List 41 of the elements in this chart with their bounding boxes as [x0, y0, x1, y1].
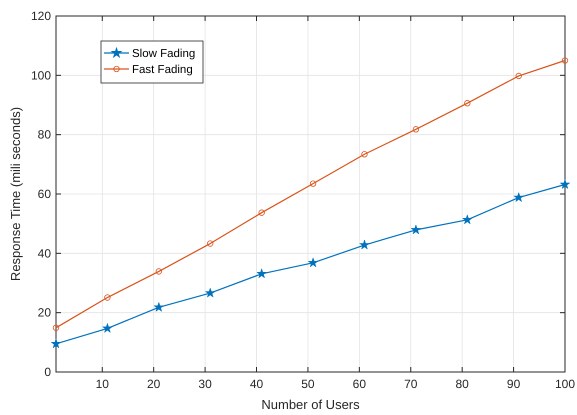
x-tick-label: 90: [506, 377, 521, 391]
point: [104, 294, 111, 301]
x-tick-label: 40: [250, 377, 264, 391]
x-tick-label: 30: [198, 377, 212, 391]
x-tick-label: 80: [455, 377, 470, 391]
y-axis-title: Response Time (mili seconds): [8, 106, 23, 282]
point: [207, 240, 214, 247]
y-tick-label: 0: [44, 365, 52, 379]
point: [256, 268, 267, 278]
point: [462, 214, 472, 224]
point: [410, 224, 421, 234]
point: [102, 323, 112, 333]
legend-label: Fast Fading: [132, 64, 193, 76]
point: [560, 179, 570, 189]
point: [156, 268, 162, 275]
y-tick-label: 100: [30, 68, 52, 82]
point: [359, 240, 370, 250]
point: [412, 126, 420, 132]
point: [361, 151, 368, 158]
point: [205, 288, 216, 298]
point: [308, 258, 318, 268]
y-tick-label: 60: [38, 187, 52, 201]
point: [516, 72, 522, 80]
x-tick-label: 70: [404, 377, 418, 391]
point: [258, 210, 265, 216]
point: [514, 192, 524, 202]
point: [51, 338, 61, 348]
x-tick-label: 10: [96, 377, 110, 391]
y-tick-label: 120: [30, 9, 52, 23]
x-axis-title: Number of Users: [261, 397, 360, 412]
x-tick-label: 50: [301, 377, 315, 391]
point: [464, 100, 470, 106]
y-tick-label: 40: [38, 246, 52, 260]
x-tick-label: 60: [352, 377, 366, 391]
y-tick-label: 20: [38, 306, 52, 320]
point: [310, 180, 316, 187]
legend-label: Slow Fading: [132, 48, 196, 60]
x-tick-label: 20: [147, 377, 161, 391]
x-tick-label: 100: [554, 377, 576, 391]
point: [154, 302, 164, 312]
y-tick-label: 80: [38, 128, 52, 142]
